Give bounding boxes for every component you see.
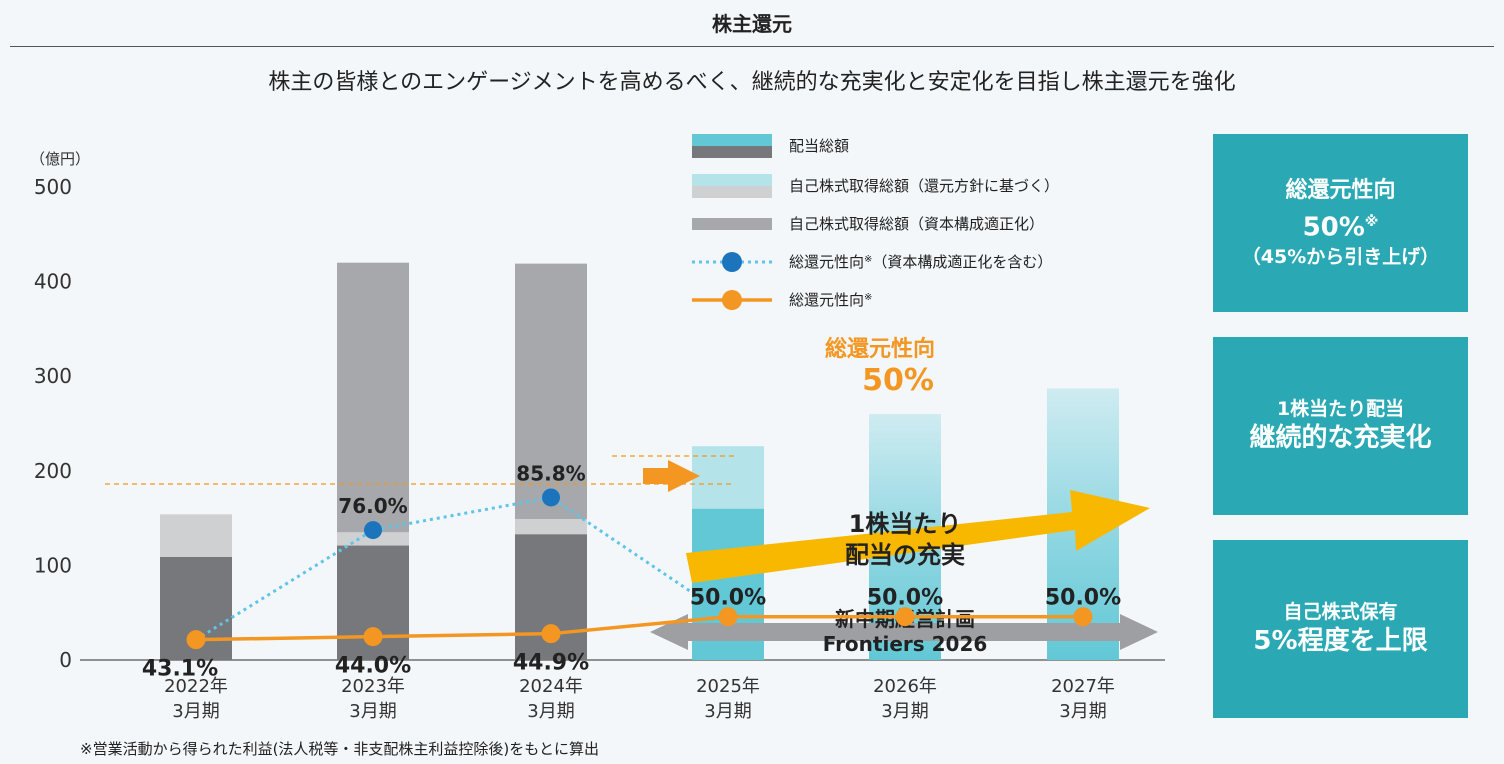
label-total-return: 50.0% <box>690 586 766 611</box>
x-tick-year: 2026年 <box>873 676 937 697</box>
legend-swatch-buyback-policy <box>692 186 772 198</box>
box1-line3: （45%から引き上げ） <box>1241 245 1440 268</box>
x-tick-year: 2024年 <box>519 676 583 697</box>
x-tick-period: 3月期 <box>172 701 219 722</box>
x-tick-year: 2022年 <box>164 676 228 697</box>
legend-swatch-dividend <box>692 146 772 158</box>
target-label-line2: 50% <box>862 363 934 398</box>
title-divider <box>10 46 1494 47</box>
legend-marker-total <box>722 290 742 310</box>
line-total-return <box>195 614 1083 642</box>
x-tick-year: 2023年 <box>341 676 405 697</box>
box2-line2: 継続的な充実化 <box>1249 423 1432 453</box>
label-total-return: 50.0% <box>867 586 943 611</box>
legend-label: 自己株式取得総額（資本構成適正化） <box>789 215 1044 233</box>
legend-label: 総還元性向※ <box>789 291 872 309</box>
plan-period-arrow <box>650 614 1158 650</box>
y-tick-label: 200 <box>34 459 72 483</box>
shareholder-return-chart: （億円） 0 100 200 300 400 500 2022年 3月期 2023年 3月期 2024… <box>30 134 1165 722</box>
legend-swatch-buyback-policy <box>692 174 772 186</box>
dividend-growth-arrow <box>686 490 1150 583</box>
label-total-incl-capital: 76.0% <box>338 494 407 518</box>
bar-buyback-policy <box>160 514 232 557</box>
y-axis-unit: （億円） <box>30 150 90 168</box>
y-tick-label: 100 <box>34 553 72 577</box>
legend-swatch-dividend <box>692 134 772 146</box>
bar-buyback-capital <box>515 263 587 520</box>
marker-total-return <box>718 607 738 627</box>
page-subtitle: 株主の皆様とのエンゲージメントを高めるべく、継続的な充実化と安定化を目指し株主還… <box>268 70 1236 95</box>
page-title: 株主還元 <box>712 12 792 36</box>
bar-buyback-capital <box>337 262 409 533</box>
legend-marker-total-incl <box>722 252 742 272</box>
marker-total-return <box>895 607 915 627</box>
label-total-return: 50.0% <box>1045 586 1121 611</box>
marker-total-incl-capital <box>542 488 560 507</box>
marker-total-return <box>363 627 383 647</box>
label-total-incl-capital: 85.8% <box>516 461 585 485</box>
y-tick-label: 400 <box>34 270 72 294</box>
x-tick-period: 3月期 <box>704 701 751 722</box>
marker-total-incl-capital <box>364 521 382 540</box>
marker-total-return <box>541 624 561 644</box>
box1-line1: 総還元性向 <box>1285 178 1396 204</box>
x-tick-year: 2025年 <box>696 676 760 697</box>
arrow-text-line1: 1株当たり <box>849 510 962 538</box>
legend-swatch-buyback-capital <box>692 218 772 230</box>
plan-name-line2: Frontiers 2026 <box>823 632 988 656</box>
line-total-incl-capital <box>195 495 729 641</box>
box2-line1: 1株当たり配当 <box>1276 398 1405 420</box>
x-tick-year: 2027年 <box>1051 676 1115 697</box>
x-tick-period: 3月期 <box>349 701 396 722</box>
box1-line2: 50%※ <box>1302 212 1379 243</box>
legend-label: 総還元性向※（資本構成適正化を含む） <box>789 253 1052 271</box>
legend-label: 自己株式取得総額（還元方針に基づく） <box>789 177 1059 195</box>
dividend-per-share-box: 1株当たり配当 継続的な充実化 <box>1213 337 1468 515</box>
marker-total-return <box>1073 607 1093 627</box>
x-tick-period: 3月期 <box>527 701 574 722</box>
y-tick-label: 300 <box>34 364 72 388</box>
label-total-return: 43.1% <box>142 657 218 682</box>
box3-line2: 5%程度を上限 <box>1253 626 1428 656</box>
footnote: ※営業活動から得られた利益(法人税等・非支配株主利益控除後)をもとに算出 <box>80 740 599 758</box>
marker-total-return <box>186 630 206 650</box>
bar-buyback-policy <box>515 519 587 535</box>
treasury-stock-box: 自己株式保有 5%程度を上限 <box>1213 540 1468 718</box>
bar-buyback-policy <box>692 446 764 509</box>
box1-mark: ※ <box>1364 214 1379 231</box>
y-tick-label: 0 <box>59 648 72 672</box>
step-up-arrow <box>643 460 700 492</box>
x-tick-period: 3月期 <box>1059 701 1106 722</box>
target-label-line1: 総還元性向 <box>825 336 935 362</box>
x-tick-period: 3月期 <box>881 701 928 722</box>
label-total-return: 44.0% <box>335 654 411 679</box>
legend-label: 配当総額 <box>789 137 849 155</box>
box3-line1: 自己株式保有 <box>1283 601 1398 623</box>
y-tick-label: 500 <box>34 175 72 199</box>
arrow-text-line2: 配当の充実 <box>845 541 965 569</box>
label-total-return: 44.9% <box>513 651 589 676</box>
total-return-ratio-box: 総還元性向 50%※ （45%から引き上げ） <box>1213 134 1468 312</box>
